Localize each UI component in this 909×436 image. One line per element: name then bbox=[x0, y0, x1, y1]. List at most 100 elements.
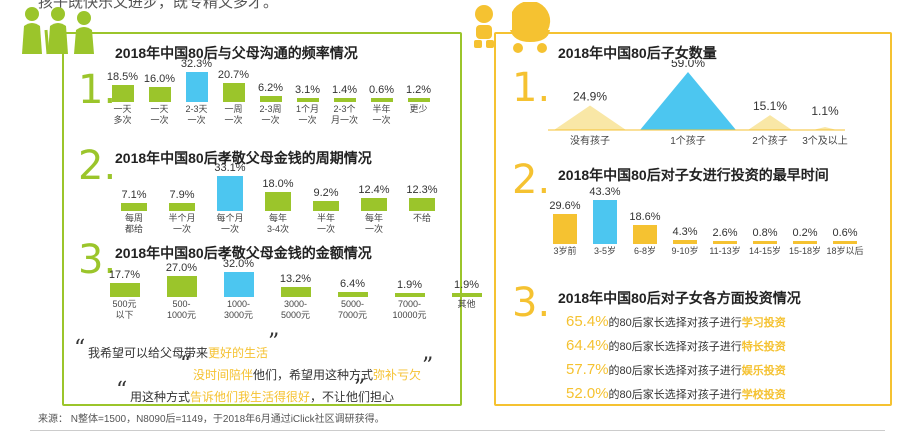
right-panel bbox=[494, 32, 892, 406]
chart-title-invest-areas: 2018年中国80后对子女各方面投资情况 bbox=[558, 290, 801, 306]
bar-cell: 4.3% 9-10岁 bbox=[665, 186, 705, 257]
category-label: 2个孩子 bbox=[752, 134, 788, 147]
bar-cell: 27.0% 500- 1000元 bbox=[153, 258, 210, 321]
category-label: 2-3个 月一次 bbox=[330, 104, 358, 125]
investment-percent: 65.4% bbox=[566, 313, 609, 330]
investment-text: 的80后家长选择对孩子进行 bbox=[608, 389, 742, 401]
value-label: 0.6% bbox=[832, 227, 858, 239]
quote-3: 用这种方式告诉他们我生活得很好，不让他们担心 bbox=[130, 390, 395, 404]
section-number-3: 3. bbox=[512, 280, 551, 326]
value-label: 59.0% bbox=[671, 60, 705, 70]
value-label: 13.2% bbox=[279, 272, 312, 285]
value-label: 7.9% bbox=[169, 188, 195, 201]
category-label: 2-3天 一次 bbox=[185, 104, 208, 125]
quote-close-mark: ” bbox=[422, 354, 434, 379]
bar bbox=[185, 72, 208, 102]
category-label: 半个月 一次 bbox=[168, 212, 196, 234]
bar-cell: 3.1% 1个月 一次 bbox=[289, 58, 326, 126]
investment-row: 57.7%的80后家长选择对孩子进行娱乐投资 bbox=[566, 361, 786, 378]
bar-cell: 0.2% 15-18岁 bbox=[785, 186, 825, 257]
bar-cell: 1.9% 其他 bbox=[438, 258, 495, 310]
category-label: 7000- 10000元 bbox=[392, 299, 427, 320]
bar-cell: 0.8% 14-15岁 bbox=[745, 186, 785, 257]
value-label: 12.4% bbox=[358, 183, 390, 196]
bar-cell: 7.9% 半个月 一次 bbox=[158, 162, 206, 235]
category-label: 1个孩子 bbox=[670, 134, 706, 147]
quote-open-mark: “ bbox=[180, 352, 192, 377]
bar bbox=[109, 283, 140, 297]
value-label: 27.0% bbox=[165, 261, 198, 274]
bar bbox=[753, 241, 777, 244]
bar-cell: 32.3% 2-3天 一次 bbox=[178, 58, 215, 126]
category-label: 15-18岁 bbox=[788, 246, 822, 256]
bar bbox=[333, 98, 356, 102]
value-label: 1.1% bbox=[811, 104, 839, 118]
investment-category: 娱乐投资 bbox=[741, 365, 786, 377]
bar bbox=[370, 98, 393, 102]
value-label: 1.9% bbox=[453, 279, 480, 291]
section-number-2: 2. bbox=[78, 143, 117, 189]
category-label: 18岁以后 bbox=[826, 246, 864, 256]
bar bbox=[217, 176, 243, 211]
bar bbox=[407, 98, 430, 102]
category-label: 每年 一次 bbox=[364, 212, 383, 234]
bar bbox=[713, 241, 737, 244]
value-label: 0.8% bbox=[752, 227, 778, 239]
value-label: 7.1% bbox=[121, 189, 147, 202]
quote-1: 我希望可以给父母带来更好的生活 bbox=[88, 346, 269, 360]
value-label: 18.0% bbox=[262, 177, 294, 190]
value-label: 18.6% bbox=[629, 211, 661, 224]
category-label: 不给 bbox=[412, 212, 431, 223]
category-label: 每个月 一次 bbox=[216, 213, 244, 234]
value-label: 3.1% bbox=[294, 84, 321, 96]
bar bbox=[223, 272, 254, 297]
area-triangle bbox=[640, 72, 736, 130]
chart-title-communication: 2018年中国80后与父母沟通的频率情况 bbox=[115, 45, 358, 61]
category-label: 3000- 5000元 bbox=[280, 299, 311, 320]
category-label: 半年 一次 bbox=[372, 104, 391, 125]
section-number-1: 1. bbox=[512, 65, 551, 111]
value-label: 0.2% bbox=[792, 227, 818, 239]
bar bbox=[673, 239, 697, 244]
bar bbox=[222, 82, 245, 102]
category-label: 3-5岁 bbox=[593, 246, 616, 256]
value-label: 20.7% bbox=[217, 68, 250, 81]
value-label: 12.3% bbox=[406, 183, 438, 196]
bar-cell: 6.4% 5000- 7000元 bbox=[324, 258, 381, 321]
bar bbox=[265, 191, 291, 211]
value-label: 9.2% bbox=[313, 187, 339, 200]
quote-open-mark: “ bbox=[116, 378, 128, 403]
investment-percent: 52.0% bbox=[566, 385, 609, 402]
bar bbox=[451, 293, 482, 297]
category-label: 没有孩子 bbox=[570, 134, 610, 147]
investment-row: 65.4%的80后家长选择对孩子进行学习投资 bbox=[566, 313, 786, 330]
quote-close-mark: ” bbox=[354, 376, 366, 401]
value-label: 33.1% bbox=[214, 162, 246, 174]
category-label: 每年 3-4次 bbox=[266, 212, 289, 234]
quote-2: 没时间陪伴他们，希望用这种方式弥补亏欠 bbox=[193, 368, 422, 382]
bar bbox=[259, 96, 282, 102]
section-number-2: 2. bbox=[512, 157, 551, 203]
category-label: 一天 多次 bbox=[113, 103, 132, 125]
investment-text: 的80后家长选择对孩子进行 bbox=[608, 317, 742, 329]
bar bbox=[296, 98, 319, 102]
bar bbox=[409, 197, 435, 211]
bar-cell: 1.2% 更少 bbox=[400, 58, 437, 115]
bar bbox=[553, 213, 577, 244]
category-label: 500元 以下 bbox=[112, 299, 137, 320]
category-label: 1个月 一次 bbox=[295, 104, 319, 125]
category-label: 每周 都给 bbox=[124, 212, 143, 234]
value-label: 15.1% bbox=[753, 99, 787, 113]
bar bbox=[166, 275, 197, 297]
value-label: 29.6% bbox=[549, 199, 581, 212]
value-label: 4.3% bbox=[672, 225, 698, 238]
bar-cell: 43.3% 3-5岁 bbox=[585, 186, 625, 257]
bar-cell: 0.6% 半年 一次 bbox=[363, 58, 400, 126]
investment-category: 学习投资 bbox=[741, 317, 786, 329]
investment-category: 学校投资 bbox=[741, 389, 786, 401]
value-label: 2.6% bbox=[712, 227, 738, 239]
area-triangle bbox=[748, 115, 792, 130]
category-label: 2-3周 一次 bbox=[259, 103, 282, 125]
bar-cell: 18.5% 一天 多次 bbox=[104, 58, 141, 126]
section-number-3: 3. bbox=[78, 237, 117, 283]
